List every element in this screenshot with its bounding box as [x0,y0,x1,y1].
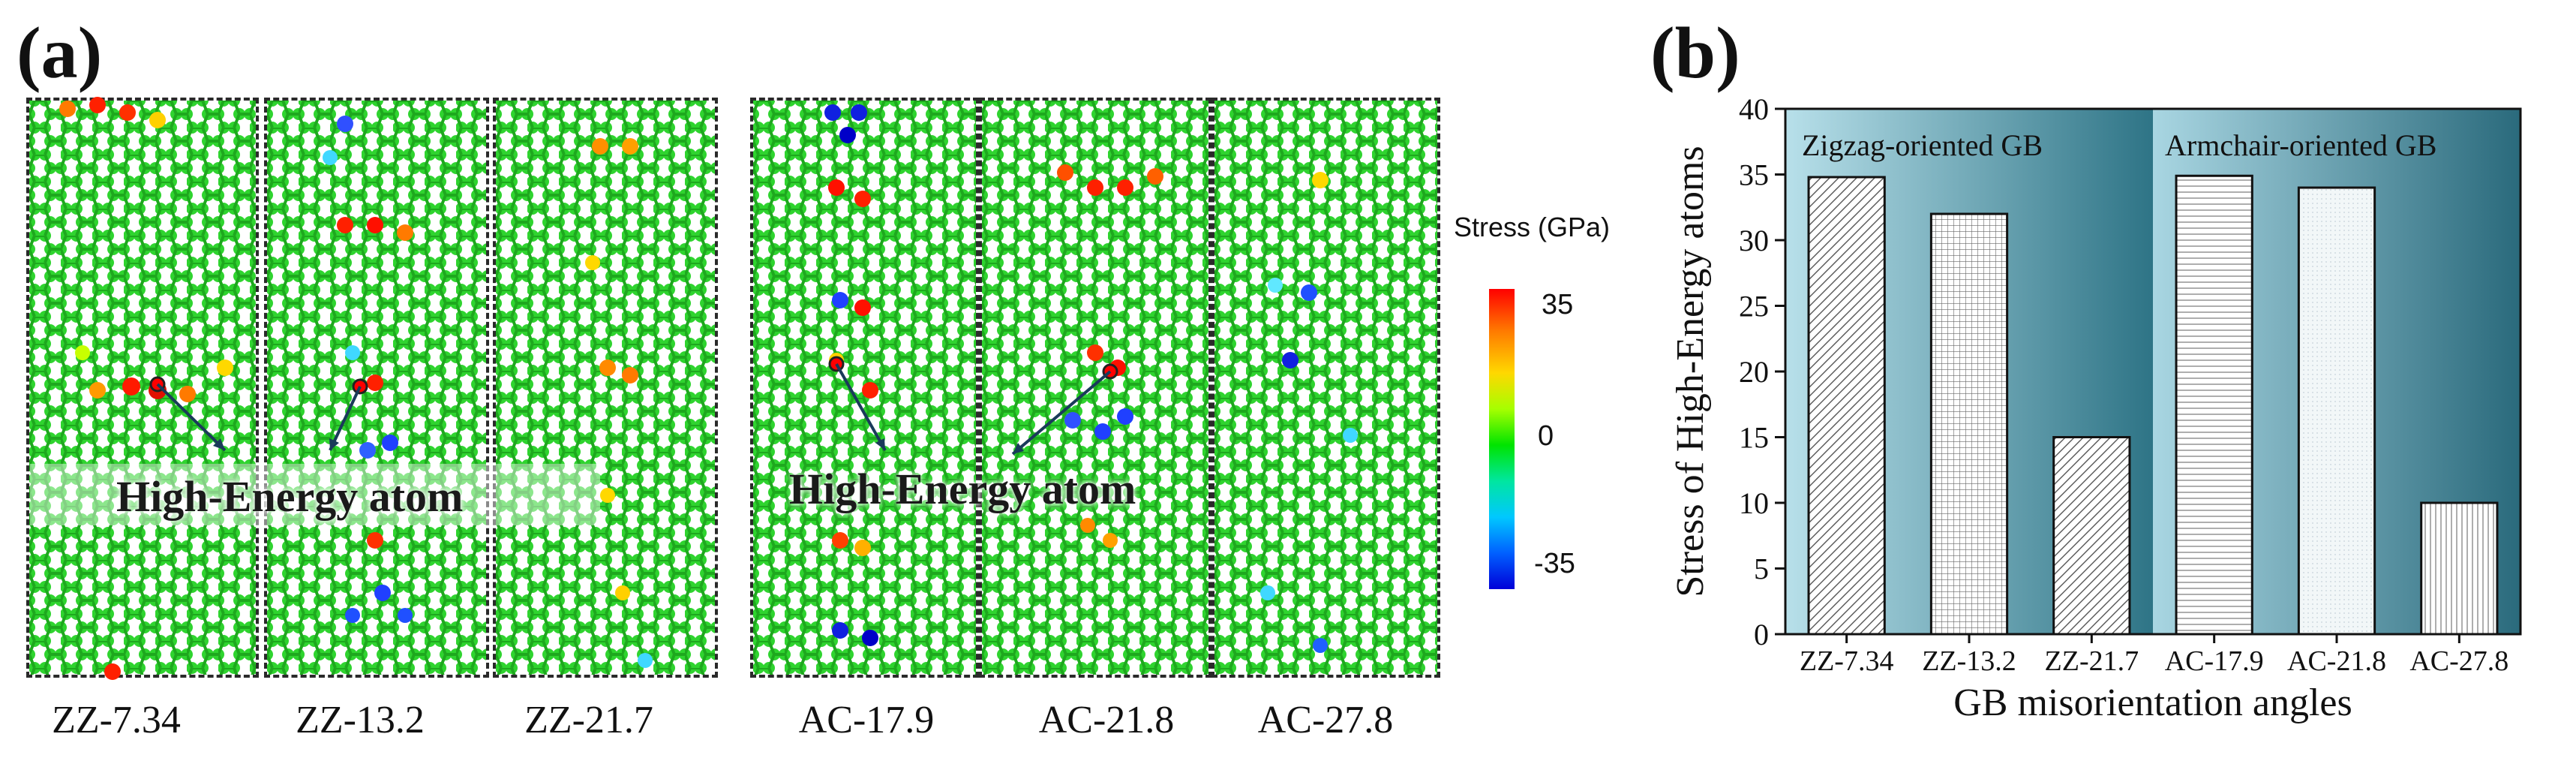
snapshot-panel [493,98,718,678]
y-tick-label: 20 [1739,355,1769,389]
colorbar [1489,289,1515,589]
y-tick-label: 5 [1754,552,1769,586]
colorbar-tick-max: 35 [1542,289,1574,320]
bar-zz-13-2 [1929,212,2009,636]
x-tick-label: ZZ-21.7 [2045,645,2139,677]
x-tick-label: ZZ-7.34 [1800,645,1894,677]
colorbar-title: Stress (GPa) [1454,212,1611,242]
x-tick-label: AC-21.8 [2287,645,2386,677]
region-zigzag-label: Zigzag-oriented GB [1802,128,2043,162]
bar-ac-17-9 [2175,174,2253,636]
high-energy-label-zz: High-Energy atom [116,472,464,521]
stress-cluster [323,116,413,623]
annotation-highlight-band [30,464,600,525]
snapshot-panel [26,98,259,678]
bar-ac-21-8 [2297,186,2376,636]
snapshot-panel [1211,98,1440,678]
y-tick-label: 0 [1754,618,1769,651]
y-tick-label: 35 [1739,158,1769,192]
bar-ac-27-8 [2420,501,2499,636]
snapshot-label: AC-27.8 [1257,699,1394,741]
panel-a-label: (a) [17,13,103,94]
stress-cluster [585,138,653,668]
high-energy-label-ac: High-Energy atom [789,465,1136,513]
colorbar-tick-zero: 0 [1538,420,1554,452]
y-axis-title: Stress of High-Energy atoms [1669,146,1712,597]
x-tick-label: AC-27.8 [2409,645,2508,677]
stress-cluster [1260,172,1358,653]
annotation-arrows [156,363,1112,456]
snapshot-label: AC-21.8 [1038,699,1175,741]
bar-zz-21-7 [2052,436,2131,636]
stress-cluster [824,104,878,646]
x-axis-title: GB misorientation angles [1953,681,2352,724]
y-tick-label: 40 [1739,92,1769,126]
y-tick-label: 30 [1739,224,1769,257]
snapshot-label: AC-17.9 [798,699,935,741]
region-armchair-label: Armchair-oriented GB [2165,128,2436,162]
bar-zz-7-34 [1807,176,1886,636]
y-tick-label: 25 [1739,290,1769,323]
snapshot-label: ZZ-7.34 [52,699,181,741]
stress-cluster [59,97,233,680]
y-tick-label: 15 [1739,421,1769,455]
snapshot-label: ZZ-21.7 [524,699,653,741]
y-tick-label: 10 [1739,486,1769,520]
colorbar-tick-min: -35 [1534,548,1575,579]
bar-chart: Zigzag-oriented GB Armchair-oriented GB 0… [1669,92,2522,724]
stress-cluster [1057,164,1163,548]
x-tick-label: AC-17.9 [2165,645,2264,677]
snapshot-label: ZZ-13.2 [296,699,425,741]
lattice-overlay [59,97,1358,680]
x-tick-label: ZZ-13.2 [1922,645,2016,677]
panel-b-label: (b) [1650,13,1740,94]
snapshot-panel [979,98,1211,678]
